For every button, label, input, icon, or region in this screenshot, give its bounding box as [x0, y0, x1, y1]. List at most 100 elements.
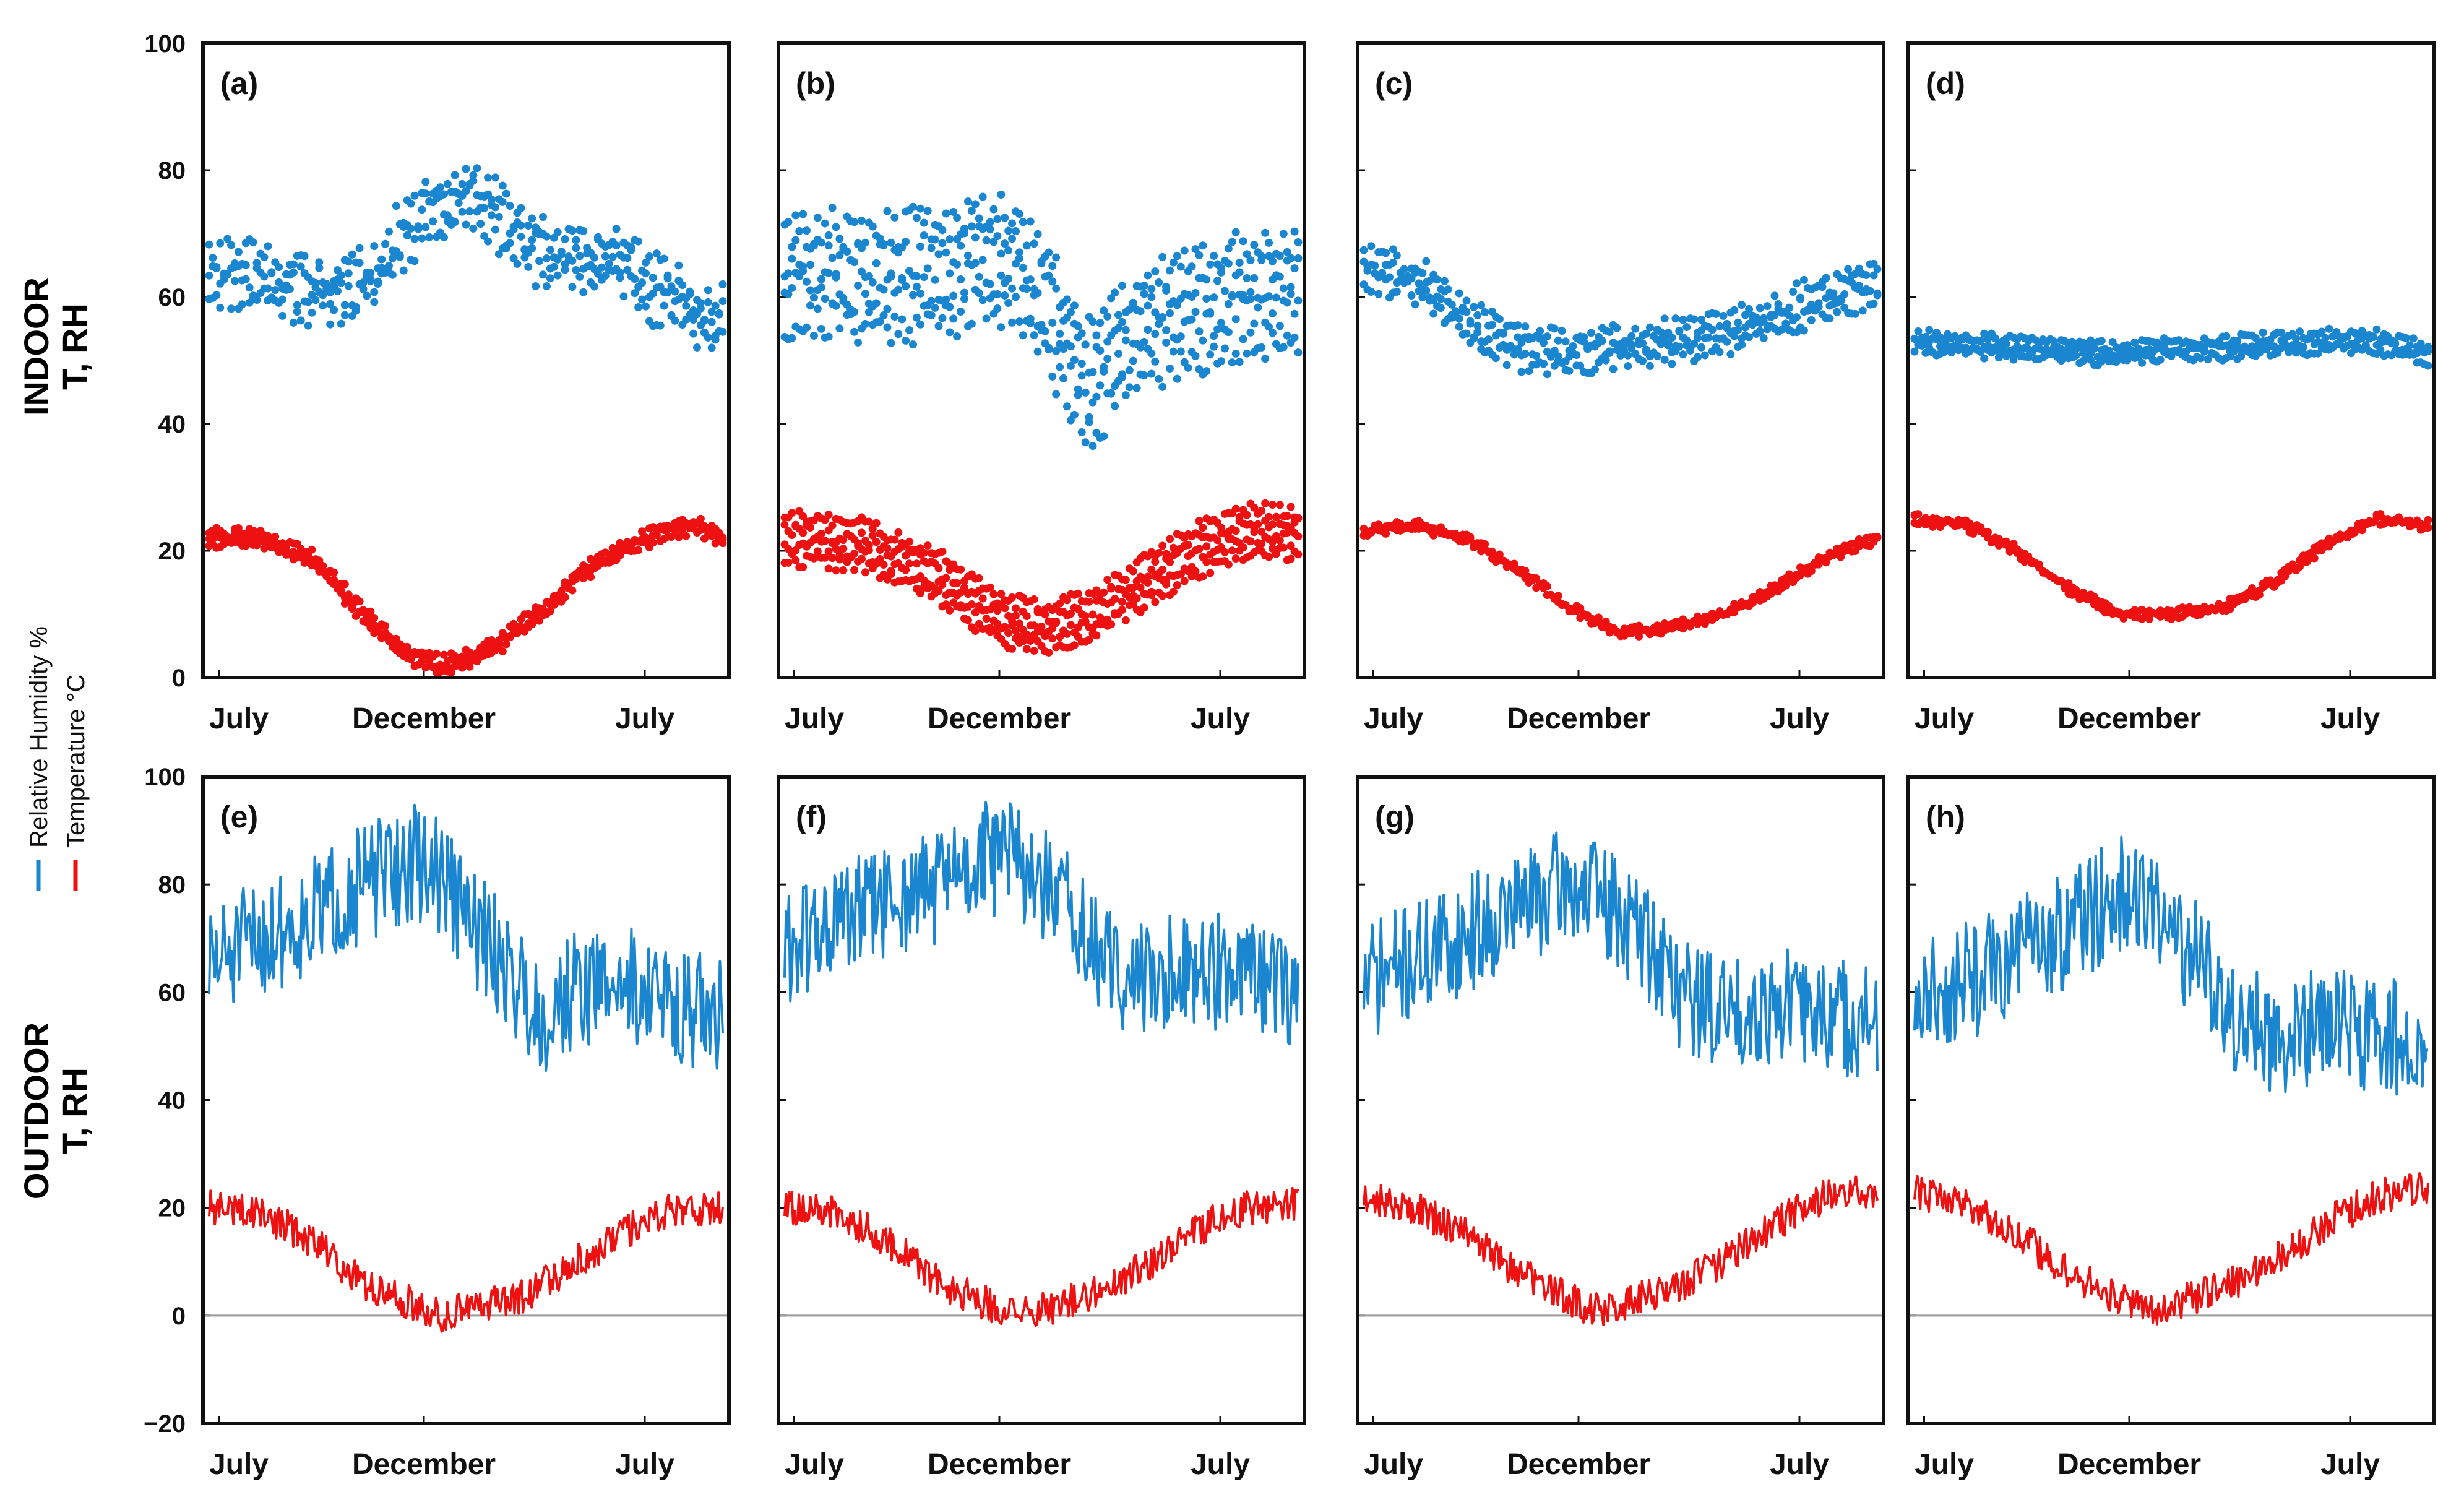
data-point — [568, 283, 577, 291]
data-point — [1166, 364, 1174, 373]
data-point — [1103, 615, 1112, 624]
data-point — [971, 200, 980, 209]
data-point — [212, 291, 221, 300]
data-point — [553, 228, 562, 236]
data-point — [1829, 289, 1838, 298]
data-point — [1679, 316, 1687, 324]
data-point — [260, 272, 269, 281]
data-point — [1473, 321, 1482, 330]
data-point — [693, 343, 701, 352]
data-point — [315, 264, 324, 272]
data-point — [2196, 341, 2205, 350]
data-point — [1195, 251, 1204, 260]
data-point — [652, 249, 661, 258]
data-point — [1785, 303, 1794, 312]
data-point — [418, 234, 426, 243]
data-point — [1187, 262, 1196, 271]
data-point — [264, 284, 272, 293]
data-point — [407, 224, 415, 233]
data-point — [1272, 550, 1280, 558]
data-point — [1030, 595, 1038, 603]
data-point — [1176, 262, 1185, 271]
data-point — [957, 308, 965, 316]
data-point — [319, 562, 327, 571]
data-point — [1239, 237, 1247, 246]
data-point — [488, 195, 496, 204]
data-point — [799, 563, 808, 571]
data-point — [1121, 616, 1130, 624]
data-point — [385, 227, 393, 236]
data-point — [363, 291, 371, 300]
data-point — [1063, 402, 1071, 411]
data-point — [1008, 219, 1017, 228]
data-point — [634, 537, 643, 546]
data-point — [289, 318, 298, 327]
data-point — [1052, 390, 1061, 399]
data-point — [1206, 260, 1215, 269]
x-tick-label: December — [352, 702, 496, 735]
data-point — [623, 265, 632, 274]
data-point — [1294, 238, 1303, 246]
data-point — [631, 275, 639, 283]
data-point — [1770, 291, 1779, 300]
data-point — [1914, 510, 1923, 519]
data-point — [1140, 290, 1148, 298]
data-point — [660, 288, 668, 296]
data-point — [1004, 299, 1013, 308]
panel-frame — [777, 41, 1306, 679]
data-point — [660, 301, 668, 310]
data-point — [1418, 269, 1427, 277]
data-point — [953, 579, 962, 587]
data-point — [429, 217, 437, 226]
data-point — [524, 262, 533, 271]
data-point — [330, 568, 338, 577]
data-point — [1437, 295, 1445, 303]
panel-e: 100 80 60 40 20 0 −20 July December July (e) — [144, 764, 731, 1481]
data-point — [1004, 274, 1013, 283]
data-point — [1437, 523, 1445, 532]
data-point — [931, 584, 939, 593]
data-point — [1484, 321, 1493, 330]
data-point — [535, 230, 544, 238]
data-point — [788, 243, 796, 251]
data-point — [421, 663, 430, 672]
data-point — [579, 264, 588, 273]
legend-temp-label: Temperature °C — [62, 674, 90, 848]
data-point — [912, 559, 921, 568]
data-point — [1111, 382, 1119, 390]
panel-f: July December July (f) — [777, 775, 1306, 1481]
data-point — [1668, 360, 1676, 368]
data-point — [824, 511, 833, 519]
data-point — [1814, 299, 1823, 308]
data-point — [1147, 369, 1156, 378]
data-point — [1561, 337, 1570, 346]
data-point — [1458, 307, 1467, 316]
data-point — [1719, 311, 1728, 320]
data-point — [1550, 324, 1559, 333]
data-point — [1385, 273, 1394, 282]
data-point — [1269, 309, 1277, 318]
data-point — [542, 232, 551, 241]
data-point — [986, 583, 994, 592]
data-point — [1631, 324, 1640, 333]
data-point — [502, 189, 510, 198]
data-point — [946, 235, 954, 244]
data-point — [245, 283, 254, 292]
data-point — [1671, 314, 1680, 323]
data-point — [2409, 334, 2418, 343]
data-point — [971, 608, 980, 616]
data-point — [1517, 368, 1526, 376]
data-point — [788, 509, 796, 517]
data-point — [319, 301, 327, 310]
data-point — [1045, 648, 1053, 657]
data-point — [821, 553, 829, 562]
data-point — [817, 238, 825, 247]
data-point — [660, 254, 668, 263]
data-point — [2196, 354, 2205, 363]
data-point — [1499, 329, 1507, 337]
data-point — [850, 218, 859, 226]
data-point — [975, 574, 983, 582]
data-point — [861, 568, 869, 577]
data-point — [491, 225, 499, 234]
data-point — [1077, 329, 1086, 338]
